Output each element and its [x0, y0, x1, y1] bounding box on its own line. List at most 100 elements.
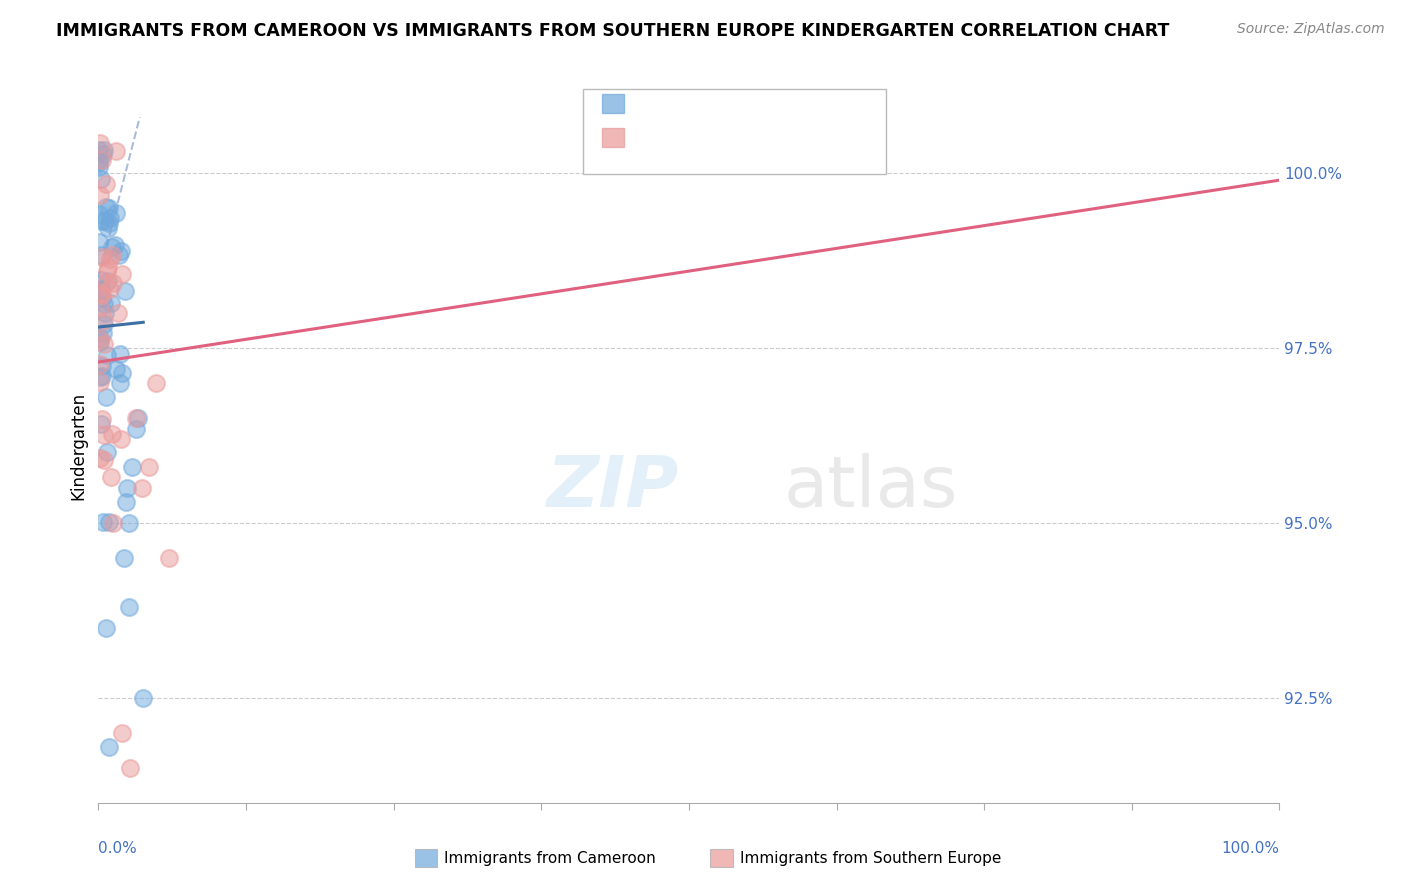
Point: [125, 411, 148, 425]
Point: [89, 144, 111, 158]
Point: [127, 411, 149, 425]
Point: [110, 244, 132, 259]
Text: Immigrants from Southern Europe: Immigrants from Southern Europe: [740, 851, 1001, 865]
Point: [90, 412, 112, 426]
Point: [93, 297, 115, 311]
Point: [89, 136, 111, 150]
Point: [89, 160, 111, 174]
Point: [89, 450, 111, 465]
Point: [87, 154, 110, 169]
Point: [98, 252, 121, 267]
Text: 100.0%: 100.0%: [1222, 841, 1279, 856]
Point: [87, 235, 110, 249]
Text: 0.210: 0.210: [672, 95, 724, 112]
Point: [94, 306, 117, 320]
Point: [89, 153, 111, 168]
Point: [96, 621, 118, 635]
Point: [100, 211, 122, 225]
Text: ZIP: ZIP: [547, 453, 679, 523]
Point: [110, 432, 132, 446]
Point: [111, 726, 134, 740]
Point: [125, 422, 148, 436]
Point: [101, 240, 124, 254]
Point: [100, 295, 122, 310]
Point: [100, 470, 122, 484]
Point: [96, 264, 118, 278]
Point: [107, 306, 129, 320]
Point: [90, 417, 112, 431]
Point: [98, 282, 121, 296]
Point: [89, 332, 111, 346]
Point: [100, 426, 122, 441]
Text: 59: 59: [773, 95, 796, 112]
Y-axis label: Kindergarten: Kindergarten: [69, 392, 87, 500]
Point: [93, 452, 115, 467]
Point: [132, 690, 155, 705]
Point: [93, 427, 115, 442]
Point: [104, 144, 127, 158]
Point: [118, 761, 141, 775]
Point: [91, 369, 114, 384]
Point: [93, 317, 115, 331]
Point: [96, 348, 118, 362]
Text: 0.368: 0.368: [672, 128, 724, 146]
Text: 38: 38: [773, 128, 796, 146]
Point: [112, 550, 135, 565]
Point: [90, 172, 112, 186]
Point: [93, 143, 115, 157]
Point: [91, 291, 114, 305]
Point: [97, 739, 120, 754]
Point: [111, 267, 134, 281]
Point: [108, 347, 131, 361]
Text: R =: R =: [637, 128, 673, 146]
Point: [108, 248, 131, 262]
Text: R =: R =: [637, 95, 673, 112]
Point: [93, 337, 115, 351]
Point: [91, 153, 114, 168]
Point: [94, 214, 117, 228]
Point: [96, 444, 118, 458]
Point: [100, 247, 122, 261]
Point: [97, 260, 120, 274]
Text: N =: N =: [738, 95, 775, 112]
Point: [90, 286, 112, 301]
Point: [131, 481, 153, 495]
Point: [89, 357, 111, 371]
Point: [114, 284, 136, 298]
Point: [89, 331, 111, 345]
Point: [145, 376, 167, 390]
Text: Immigrants from Cameroon: Immigrants from Cameroon: [444, 851, 657, 865]
Point: [91, 515, 114, 529]
Point: [91, 326, 114, 340]
Text: atlas: atlas: [783, 453, 957, 523]
Point: [104, 237, 127, 252]
Point: [90, 273, 112, 287]
Point: [105, 206, 128, 220]
Point: [87, 283, 110, 297]
Point: [90, 288, 112, 302]
Point: [89, 301, 111, 315]
Point: [115, 481, 138, 495]
Point: [118, 599, 141, 614]
Point: [89, 375, 111, 389]
Point: [96, 201, 118, 215]
Point: [110, 376, 132, 390]
Point: [97, 515, 120, 529]
Point: [101, 276, 124, 290]
Point: [94, 276, 117, 290]
Point: [97, 274, 120, 288]
Point: [97, 216, 120, 230]
Point: [157, 550, 180, 565]
Point: [91, 359, 114, 373]
Point: [94, 390, 117, 404]
Point: [111, 367, 134, 381]
Point: [89, 370, 111, 384]
Point: [115, 495, 138, 509]
Point: [105, 362, 128, 376]
Text: 0.0%: 0.0%: [98, 841, 138, 856]
Point: [91, 147, 114, 161]
Point: [89, 188, 111, 202]
Text: N =: N =: [738, 128, 775, 146]
Point: [121, 460, 143, 475]
Text: Source: ZipAtlas.com: Source: ZipAtlas.com: [1237, 22, 1385, 37]
